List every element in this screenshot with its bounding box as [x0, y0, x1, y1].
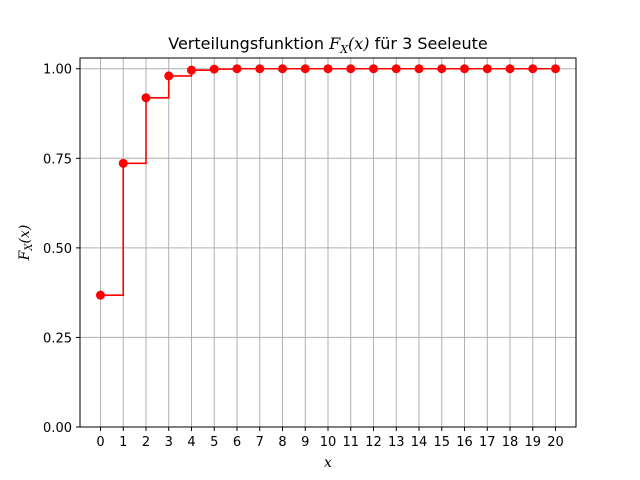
x-tick-label: 13	[388, 435, 405, 450]
data-point	[300, 64, 310, 74]
x-tick-label: 4	[187, 435, 195, 450]
x-tick-label: 20	[547, 435, 564, 450]
x-tick-label: 16	[456, 435, 473, 450]
x-tick-label: 19	[524, 435, 541, 450]
data-point	[551, 64, 561, 74]
grid	[80, 58, 576, 428]
series-markers	[95, 64, 561, 300]
x-tick-label: 9	[301, 435, 309, 450]
x-tick-label: 5	[210, 435, 218, 450]
data-point	[95, 290, 105, 300]
data-point	[232, 64, 242, 74]
x-tick-label: 10	[320, 435, 337, 450]
data-point	[482, 64, 492, 74]
x-axis-ticks: 0 1 2 3 4 5 6 7 8 9 10 11 12 13 14 15 16 17 18 19 20	[96, 427, 564, 450]
y-tick-label: 1.00	[43, 63, 72, 78]
data-point	[186, 65, 196, 75]
x-tick-label: 8	[278, 435, 286, 450]
y-tick-label: 0.75	[43, 152, 72, 167]
data-point	[164, 71, 174, 81]
y-axis-ticks: 0.00 0.25 0.50 0.75 1.00	[43, 63, 80, 436]
data-point	[505, 64, 515, 74]
x-tick-label: 0	[96, 435, 104, 450]
y-tick-label: 0.50	[43, 242, 72, 257]
x-tick-label: 2	[142, 435, 150, 450]
y-axis-label: FX(x)	[17, 225, 35, 262]
data-point	[323, 64, 333, 74]
x-tick-label: 1	[119, 435, 127, 450]
data-point	[141, 93, 151, 103]
x-tick-label: 14	[411, 435, 428, 450]
data-point	[277, 64, 287, 74]
x-tick-label: 7	[256, 435, 264, 450]
x-tick-label: 15	[433, 435, 450, 450]
data-point	[414, 64, 424, 74]
x-tick-label: 17	[479, 435, 496, 450]
data-point	[346, 64, 356, 74]
data-point	[391, 64, 401, 74]
x-tick-label: 3	[165, 435, 173, 450]
data-point	[255, 64, 265, 74]
data-point	[528, 64, 538, 74]
data-point	[369, 64, 379, 74]
data-point	[118, 158, 128, 168]
data-point	[209, 64, 219, 74]
chart-title: Verteilungsfunktion FX(x) für 3 Seeleute	[168, 34, 487, 56]
y-tick-label: 0.00	[43, 421, 72, 436]
x-tick-label: 18	[502, 435, 519, 450]
x-tick-label: 12	[365, 435, 382, 450]
data-point	[460, 64, 470, 74]
y-tick-label: 0.25	[43, 331, 72, 346]
x-tick-label: 11	[342, 435, 359, 450]
data-point	[437, 64, 447, 74]
x-axis-label: x	[324, 455, 332, 471]
x-tick-label: 6	[233, 435, 241, 450]
